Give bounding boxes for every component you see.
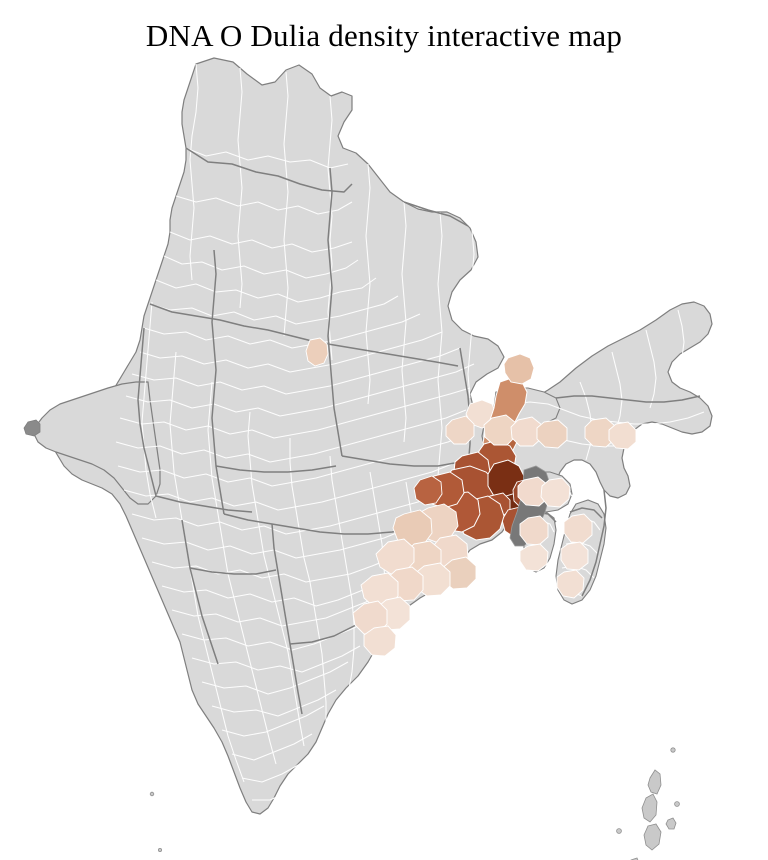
- state-boundary-mesh: [137, 147, 701, 715]
- district-shaded-assam-w2[interactable]: [510, 416, 543, 447]
- district-shaded-jharkhand-east[interactable]: [413, 475, 443, 506]
- district-shaded-wb-north-upper[interactable]: [503, 353, 535, 385]
- island-north-andaman: [647, 769, 662, 795]
- district-shaded-assam-c2[interactable]: [608, 421, 637, 450]
- island-south-andaman: [643, 823, 662, 851]
- district-shaded-meghalaya-2[interactable]: [540, 477, 571, 508]
- page-title: DNA O Dulia density interactive map: [145, 18, 623, 53]
- district-boundary-mesh: [115, 63, 705, 801]
- district-shaded-mizoram-2[interactable]: [560, 541, 589, 571]
- district-shaded-mizoram-3[interactable]: [556, 569, 585, 599]
- district-shaded-tripura-2[interactable]: [519, 543, 549, 572]
- gujarat-kutch-lobe[interactable]: [33, 381, 161, 505]
- district-shaded-meghalaya-1[interactable]: [517, 476, 549, 507]
- kutch-west-tip[interactable]: [23, 419, 41, 437]
- island-small-east: [665, 817, 677, 830]
- district-shaded-mizoram-1[interactable]: [563, 513, 593, 544]
- island-dot-lakshadweep-1: [149, 791, 155, 797]
- district-shaded-assam-c1[interactable]: [584, 417, 616, 448]
- andaman-nicobar-islands[interactable]: [149, 747, 680, 860]
- district-shaded-odisha-sw[interactable]: [363, 625, 397, 657]
- india-mainland-base[interactable]: [47, 57, 515, 815]
- island-dot-lakshadweep-2: [157, 848, 162, 853]
- island-dot-ne: [670, 747, 676, 753]
- district-shaded-assam-w1[interactable]: [483, 414, 517, 446]
- choropleth-shaded-districts[interactable]: [305, 337, 637, 657]
- district-shaded-bihar-east-2[interactable]: [445, 415, 475, 445]
- district-shaded-tripura-1[interactable]: [519, 515, 549, 546]
- india-district-map[interactable]: [0, 52, 768, 860]
- island-dot-e: [674, 801, 680, 807]
- island-middle-andaman: [641, 793, 658, 823]
- island-dot-w: [616, 828, 622, 834]
- district-shaded-up-east[interactable]: [305, 337, 329, 367]
- district-shaded-assam-w3[interactable]: [536, 419, 568, 449]
